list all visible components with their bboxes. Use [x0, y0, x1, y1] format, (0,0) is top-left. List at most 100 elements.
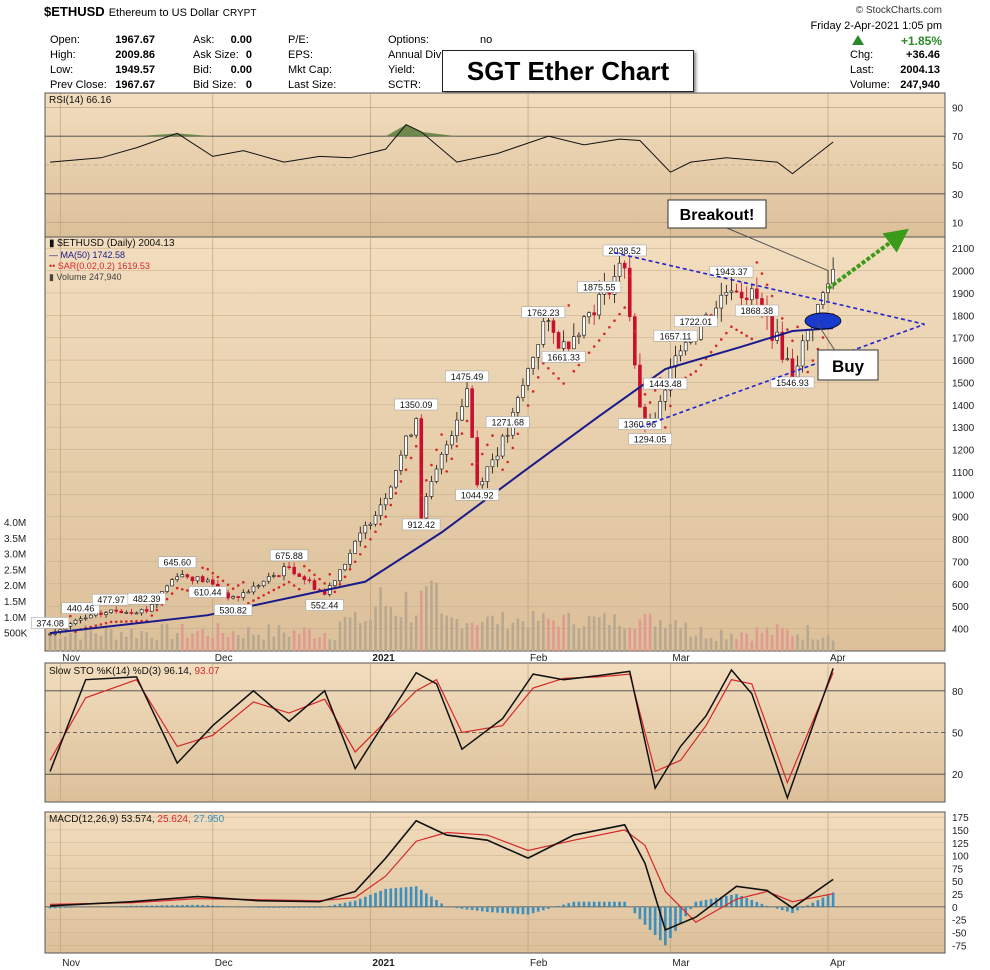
macd-histogram-bar: [740, 896, 743, 907]
volume-bar: [109, 629, 113, 651]
volume-bar: [379, 587, 382, 651]
volume-bar: [445, 615, 448, 651]
sar-dot: [277, 586, 281, 589]
volume-bar: [287, 636, 291, 651]
price-label: 1044.92: [461, 490, 494, 500]
candle-body: [114, 609, 118, 612]
macd-y-tick: -75: [952, 941, 967, 952]
quote-label: SCTR:: [388, 79, 421, 91]
volume-y-tick: 2.5M: [4, 565, 26, 576]
candle-body: [282, 566, 286, 577]
rsi-y-tick: 70: [952, 132, 964, 143]
candle-body: [643, 406, 647, 425]
sar-dot: [491, 434, 494, 437]
sar-dot: [735, 328, 738, 332]
candle-body: [343, 563, 347, 571]
macd-histogram-bar: [765, 905, 769, 907]
macd-histogram-bar: [74, 906, 77, 908]
volume-bar: [567, 612, 571, 651]
price-label: 440.46: [67, 604, 95, 614]
sar-dot: [658, 376, 662, 380]
sar-dot: [557, 377, 560, 380]
macd-histogram-bar: [735, 894, 738, 907]
macd-histogram-bar: [425, 893, 428, 907]
sar-dot: [669, 404, 672, 408]
macd-line: [50, 819, 834, 932]
sar-dot: [608, 325, 611, 329]
sar-dot: [755, 261, 759, 264]
site-credit[interactable]: © StockCharts.com: [855, 5, 942, 16]
volume-bar: [765, 627, 769, 651]
sar-dot: [125, 620, 128, 623]
macd-legend-hist: 27.950: [194, 814, 225, 825]
volume-bar: [709, 638, 713, 651]
candle-body: [566, 341, 571, 350]
sar-dot: [419, 494, 423, 497]
quote-value: 1967.67: [115, 79, 155, 91]
sar-dot: [765, 283, 769, 287]
macd-histogram-bar: [348, 901, 352, 907]
volume-bar: [806, 625, 810, 651]
macd-histogram-bar: [150, 905, 154, 907]
rsi-panel-bg: [44, 92, 946, 238]
candle-body: [434, 468, 439, 482]
price-legend: ▮ $ETHUSD (Daily) 2004.13: [49, 238, 175, 249]
candle-body: [68, 623, 73, 627]
price-label-box: [127, 592, 166, 605]
sar-dot: [821, 336, 825, 339]
price-y-tick: 600: [952, 580, 969, 591]
volume-bar: [745, 633, 748, 651]
sar-dot: [262, 593, 265, 597]
macd-histogram-bar: [160, 905, 164, 907]
sar-dot: [780, 317, 784, 320]
price-label: 1546.93: [776, 378, 809, 388]
macd-histogram-bar: [786, 906, 789, 912]
candle-body: [770, 315, 774, 341]
volume-bar: [450, 617, 454, 651]
sar-dot: [582, 357, 586, 361]
macd-histogram-bar: [460, 906, 464, 909]
x-tick-label: Mar: [672, 653, 690, 664]
price-y-tick: 1600: [952, 356, 975, 367]
macd-histogram-bar: [430, 896, 433, 907]
price-label-box: [455, 489, 500, 501]
macd-histogram-bar: [191, 904, 194, 907]
macd-histogram-bar: [542, 906, 545, 911]
candle-body: [729, 290, 734, 293]
candle-body: [607, 282, 612, 295]
macd-histogram-bar: [358, 898, 362, 907]
volume-bar: [369, 620, 372, 651]
price-y-tick: 1500: [952, 378, 975, 389]
volume-bar: [211, 637, 215, 651]
macd-histogram-bar: [308, 906, 311, 908]
volume-bar: [694, 635, 698, 651]
sar-dot: [603, 332, 606, 336]
volume-bar: [791, 636, 794, 651]
candle-body: [536, 344, 541, 358]
macd-histogram-bar: [211, 905, 215, 907]
sar-dot: [338, 583, 342, 586]
sar-dot: [150, 614, 154, 617]
macd-panel-bg: [44, 811, 946, 954]
candle-body: [338, 569, 342, 581]
volume-bar: [175, 633, 179, 651]
quote-value: 0: [245, 79, 252, 91]
candle-body: [190, 576, 195, 582]
candle-body: [800, 340, 805, 367]
price-label: 482.39: [133, 594, 161, 604]
sar-dot: [79, 628, 82, 631]
x-tick-label: Apr: [830, 958, 846, 969]
sar-dot: [257, 596, 260, 600]
macd-histogram-bar: [353, 900, 357, 907]
macd-histogram-bar: [328, 905, 332, 907]
sar-dot: [226, 583, 230, 587]
candle-body: [317, 589, 322, 591]
quote-label: Bid Size:: [193, 79, 237, 91]
volume-bar: [816, 639, 820, 651]
quote-label: High:: [50, 49, 76, 61]
volume-bar: [786, 629, 789, 651]
volume-bar: [221, 632, 225, 651]
sar-dot: [353, 560, 357, 564]
volume-bars: [48, 580, 835, 651]
sar-dot: [425, 479, 428, 482]
